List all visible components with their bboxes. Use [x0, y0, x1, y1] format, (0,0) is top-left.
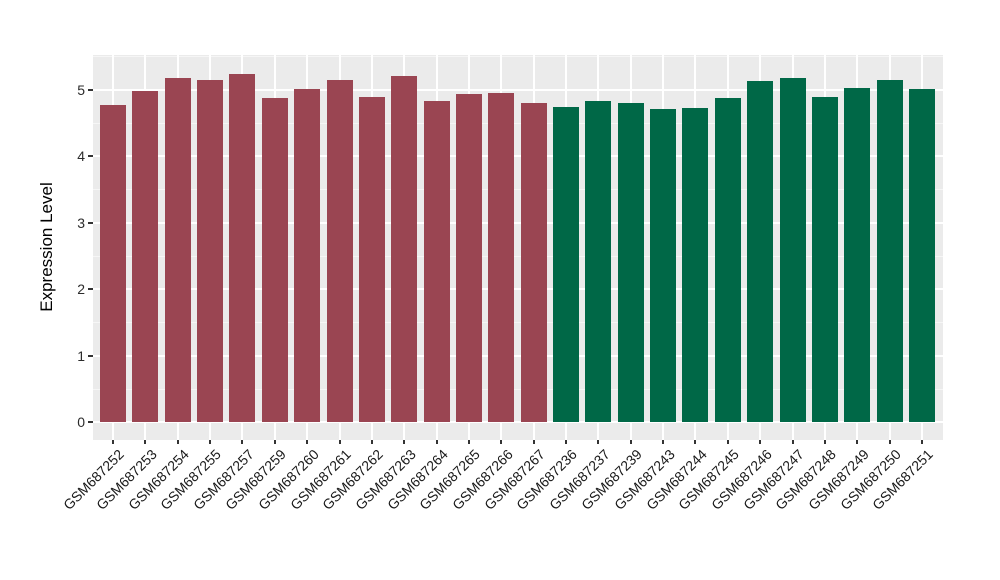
bar-GSM687248 [811, 97, 838, 422]
bar-GSM687254 [164, 78, 191, 422]
h-gridline-minor [93, 388, 943, 390]
x-tick-mark [759, 440, 762, 444]
bar-GSM687243 [650, 109, 677, 422]
x-tick-mark [403, 440, 406, 444]
x-tick-mark [694, 440, 697, 444]
plot-panel [93, 55, 943, 440]
h-gridline-minor [93, 56, 943, 58]
bar-GSM687265 [455, 94, 482, 422]
h-gridline-minor [93, 122, 943, 124]
bar-GSM687239 [617, 103, 644, 422]
h-gridline-major [93, 221, 943, 224]
x-tick-mark [662, 440, 665, 444]
bar-GSM687249 [844, 88, 871, 422]
h-gridline-major [93, 421, 943, 423]
bar-GSM687246 [747, 81, 774, 422]
h-gridline-minor [93, 255, 943, 257]
y-tick-mark [88, 155, 93, 157]
y-tick-label: 4 [77, 148, 85, 164]
x-tick-mark [209, 440, 212, 444]
x-tick-mark [370, 440, 373, 444]
x-tick-mark [888, 440, 891, 444]
bar-GSM687251 [909, 89, 935, 422]
bar-GSM687267 [520, 103, 547, 422]
x-tick-mark [112, 440, 114, 444]
x-tick-mark [532, 440, 535, 444]
x-tick-mark [921, 440, 923, 444]
h-gridline-major [93, 288, 943, 290]
y-tick-mark [88, 88, 93, 91]
y-tick-mark [88, 221, 93, 224]
x-tick-mark [856, 440, 859, 444]
x-tick-mark [500, 440, 503, 444]
y-tick-label: 5 [77, 81, 85, 98]
x-tick-mark [306, 440, 309, 444]
y-tick-mark [88, 288, 93, 290]
bar-GSM687247 [779, 78, 806, 422]
bar-GSM687236 [553, 107, 580, 422]
bar-GSM687252 [100, 105, 126, 422]
bar-GSM687264 [423, 101, 450, 422]
x-tick-mark [273, 440, 276, 444]
y-tick-label: 3 [77, 214, 85, 231]
h-gridline-major [93, 155, 943, 157]
bar-GSM687257 [229, 74, 256, 422]
y-tick-mark [88, 421, 93, 423]
x-tick-mark [241, 440, 244, 444]
x-tick-mark [144, 440, 147, 444]
x-tick-mark [823, 440, 826, 444]
bar-GSM687255 [197, 80, 224, 422]
bar-GSM687262 [358, 97, 385, 422]
h-gridline-minor [93, 189, 943, 191]
bar-GSM687245 [714, 98, 741, 422]
y-tick-label: 2 [77, 281, 85, 297]
x-tick-mark [791, 440, 794, 444]
h-gridline-major [93, 88, 943, 91]
bar-GSM687237 [585, 101, 612, 422]
h-gridline-major [93, 354, 943, 357]
bar-GSM687261 [326, 80, 353, 422]
bar-GSM687259 [261, 98, 288, 422]
y-tick-label: 1 [77, 347, 85, 364]
x-tick-mark [597, 440, 600, 444]
bar-GSM687260 [294, 89, 321, 422]
x-tick-mark [565, 440, 568, 444]
h-gridline-minor [93, 322, 943, 324]
bar-GSM687244 [682, 108, 709, 422]
x-tick-mark [726, 440, 729, 444]
bar-GSM687250 [876, 80, 903, 422]
bar-GSM687253 [132, 91, 159, 422]
y-tick-label: 0 [77, 414, 85, 430]
bar-GSM687263 [391, 76, 418, 422]
x-tick-mark [435, 440, 438, 444]
x-tick-mark [338, 440, 341, 444]
bar-GSM687266 [488, 93, 515, 422]
x-tick-mark [467, 440, 470, 444]
x-tick-mark [629, 440, 632, 444]
x-tick-mark [176, 440, 179, 444]
y-tick-mark [88, 354, 93, 357]
